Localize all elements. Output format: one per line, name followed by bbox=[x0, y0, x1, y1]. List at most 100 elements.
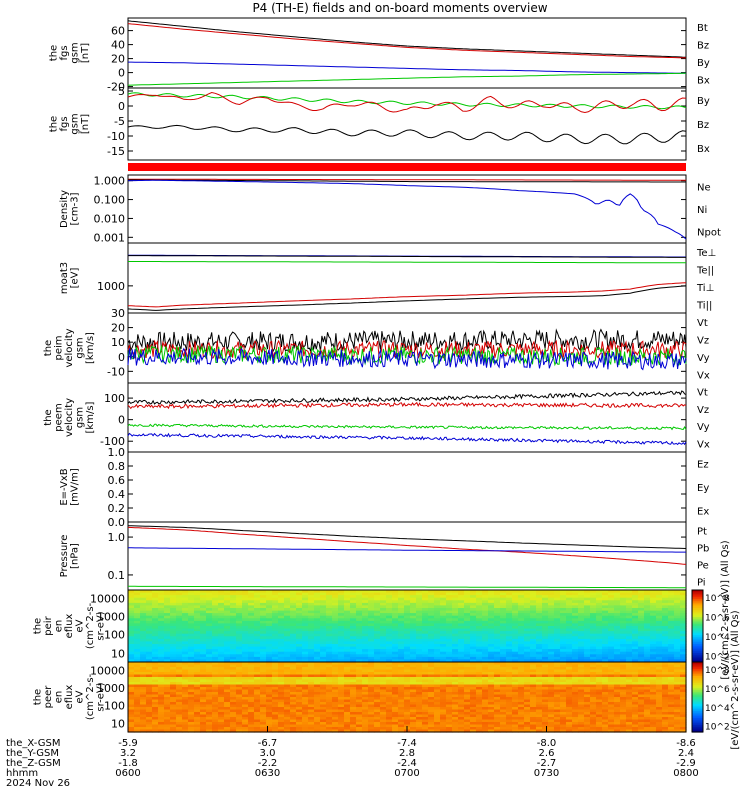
spectrogram-cell bbox=[356, 656, 363, 661]
spectrogram-cell bbox=[560, 717, 567, 721]
spectrogram-cell bbox=[494, 613, 501, 617]
spectrogram-cell bbox=[200, 694, 207, 698]
spectrogram-cell bbox=[584, 702, 591, 706]
spectrogram-cell bbox=[584, 618, 591, 622]
spectrogram-cell bbox=[548, 623, 555, 627]
spectrogram-cell bbox=[590, 694, 597, 698]
spectrogram-cell bbox=[404, 633, 411, 637]
spectrogram-cell bbox=[194, 664, 201, 668]
spectrogram-cell bbox=[344, 687, 351, 691]
spectrogram-cell bbox=[464, 592, 471, 596]
spectrogram-cell bbox=[332, 654, 339, 658]
spectrogram-cell bbox=[164, 682, 171, 686]
spectrogram-cell bbox=[284, 610, 291, 614]
spectrogram-cell bbox=[536, 633, 543, 637]
spectrogram-cell bbox=[494, 659, 501, 663]
spectrogram-cell bbox=[170, 659, 177, 663]
y-tick-label: 0.010 bbox=[94, 212, 126, 225]
spectrogram-cell bbox=[392, 669, 399, 673]
spectrogram-cell bbox=[284, 674, 291, 678]
spectrogram-cell bbox=[218, 590, 225, 594]
spectrogram-cell bbox=[638, 712, 645, 716]
spectrogram-cell bbox=[398, 687, 405, 691]
spectrogram-cell bbox=[272, 679, 279, 683]
spectrogram-cell bbox=[668, 600, 675, 604]
legend-label: Bz bbox=[697, 120, 709, 131]
spectrogram-cell bbox=[410, 694, 417, 698]
spectrogram-cell bbox=[590, 704, 597, 708]
spectrogram-cell bbox=[290, 649, 297, 653]
spectrogram-cell bbox=[230, 654, 237, 658]
spectrogram-cell bbox=[230, 613, 237, 617]
spectrogram-cell bbox=[152, 631, 159, 635]
spectrogram-cell bbox=[380, 689, 387, 693]
spectrogram-cell bbox=[344, 631, 351, 635]
spectrogram-cell bbox=[620, 702, 627, 706]
spectrogram-cell bbox=[680, 638, 687, 643]
spectrogram-cell bbox=[596, 704, 603, 708]
spectrogram-cell bbox=[542, 631, 549, 635]
spectrogram-cell bbox=[158, 709, 165, 713]
spectrogram-cell bbox=[242, 714, 249, 718]
spectrogram-cell bbox=[386, 610, 393, 614]
spectrogram-cell bbox=[230, 646, 237, 650]
spectrogram-cell bbox=[140, 605, 147, 609]
spectrogram-cell bbox=[632, 649, 639, 653]
spectrogram-cell bbox=[458, 684, 465, 688]
spectrogram-cell bbox=[524, 712, 531, 716]
spectrogram-cell bbox=[230, 659, 237, 663]
spectrogram-cell bbox=[662, 664, 669, 668]
spectrogram-cell bbox=[524, 590, 531, 594]
spectrogram-cell bbox=[278, 687, 285, 691]
spectrogram-cell bbox=[194, 631, 201, 635]
spectrogram-cell bbox=[188, 644, 195, 648]
spectrogram-cell bbox=[602, 620, 609, 625]
spectrogram-cell bbox=[500, 704, 507, 708]
spectrogram-cell bbox=[488, 707, 495, 711]
spectrogram-cell bbox=[440, 669, 447, 673]
spectrogram-cell bbox=[488, 672, 495, 676]
spectrogram-cell bbox=[548, 684, 555, 688]
spectrogram-cell bbox=[476, 623, 483, 627]
spectrogram-cell bbox=[446, 697, 453, 701]
spectrogram-cell bbox=[536, 677, 543, 681]
spectrogram-cell bbox=[566, 692, 573, 696]
spectrogram-cell bbox=[584, 628, 591, 632]
spectrogram-cell bbox=[146, 641, 153, 645]
spectrogram-cell bbox=[290, 697, 297, 701]
spectrogram-cell bbox=[608, 592, 615, 596]
spectrogram-cell bbox=[224, 597, 231, 601]
spectrogram-cell bbox=[218, 712, 225, 716]
spectrogram-cell bbox=[560, 672, 567, 676]
spectrogram-cell bbox=[380, 672, 387, 676]
spectrogram-cell bbox=[350, 602, 357, 607]
spectrogram-cell bbox=[608, 669, 615, 673]
spectrogram-cell bbox=[356, 646, 363, 650]
spectrogram-cell bbox=[512, 620, 519, 625]
spectrogram-cell bbox=[530, 667, 537, 671]
spectrogram-cell bbox=[302, 628, 309, 632]
spectrogram-cell bbox=[584, 654, 591, 658]
spectrogram-cell bbox=[512, 597, 519, 601]
spectrogram-cell bbox=[506, 682, 513, 686]
spectrogram-cell bbox=[194, 687, 201, 691]
spectrogram-cell bbox=[356, 608, 363, 612]
spectrogram-cell bbox=[296, 631, 303, 635]
spectrogram-cell bbox=[428, 654, 435, 658]
spectrogram-cell bbox=[476, 679, 483, 683]
spectrogram-cell bbox=[650, 656, 657, 661]
spectrogram-cell bbox=[674, 633, 681, 637]
spectrogram-cell bbox=[494, 620, 501, 625]
spectrogram-cell bbox=[500, 595, 507, 599]
spectrogram-cell bbox=[494, 649, 501, 653]
spectrogram-cell bbox=[260, 605, 267, 609]
spectrogram-cell bbox=[194, 699, 201, 703]
spectrogram-cell bbox=[170, 692, 177, 696]
spectrogram-cell bbox=[452, 672, 459, 676]
spectrogram-cell bbox=[572, 656, 579, 661]
spectrogram-cell bbox=[374, 662, 381, 666]
spectrogram-cell bbox=[494, 626, 501, 630]
spectrogram-cell bbox=[656, 697, 663, 701]
spectrogram-cell bbox=[560, 707, 567, 711]
spectrogram-cell bbox=[338, 709, 345, 713]
